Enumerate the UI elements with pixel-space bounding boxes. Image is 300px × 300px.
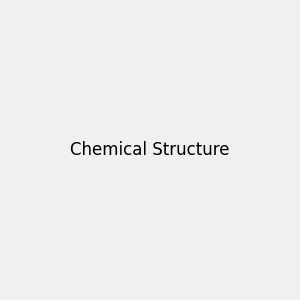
Text: Chemical Structure: Chemical Structure [70, 141, 230, 159]
